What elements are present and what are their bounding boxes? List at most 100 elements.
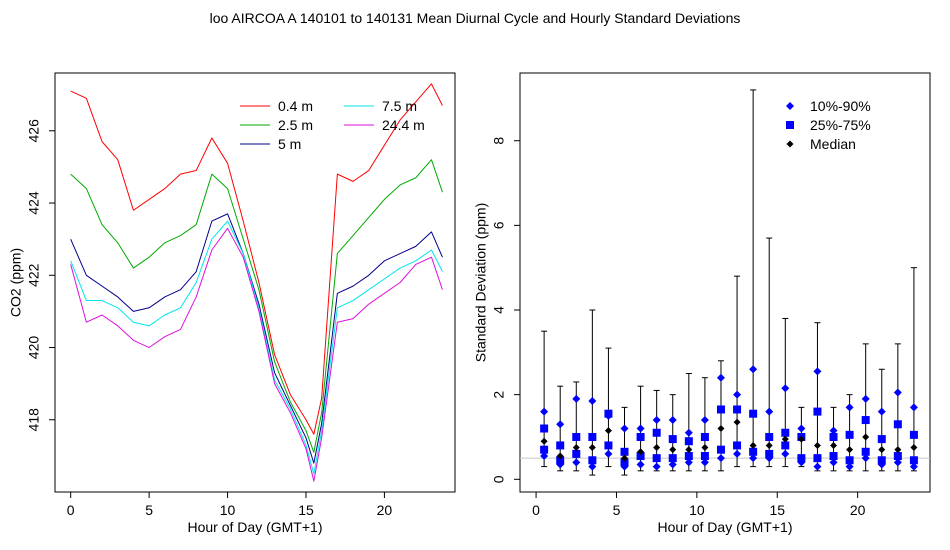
p75-marker — [652, 428, 661, 437]
p75-marker — [845, 430, 854, 439]
legend-label-2: 5 m — [278, 136, 301, 152]
p75-marker — [749, 409, 758, 418]
median-marker — [588, 444, 596, 452]
p90-marker — [845, 403, 854, 412]
median-marker — [556, 452, 564, 460]
co2-mean-diurnal-panel: 0 5 10 15 20 418 420 422 424 426 Hour of Day (GMT+… — [8, 72, 456, 535]
right-y-tick-label: 2 — [491, 391, 507, 399]
median-marker — [701, 444, 709, 452]
p75-marker — [765, 432, 774, 441]
p90-marker — [556, 420, 565, 429]
p75-marker — [572, 432, 581, 441]
p25-marker — [684, 452, 693, 461]
median-marker — [781, 435, 789, 443]
median-marker — [653, 444, 661, 452]
p10-marker — [588, 462, 597, 471]
right-y-tick-label: 0 — [491, 475, 507, 483]
p90-marker — [749, 365, 758, 374]
stats-legend-label-2: Median — [810, 136, 856, 152]
left-x-tick-label: 0 — [67, 502, 75, 518]
p25-marker — [877, 456, 886, 465]
median-marker — [813, 441, 821, 449]
stats-legend-marker-2 — [786, 140, 794, 148]
p75-marker — [909, 430, 918, 439]
median-marker — [621, 454, 629, 462]
p90-marker — [829, 426, 838, 435]
legend-label-0: 0.4 m — [278, 98, 313, 114]
p25-marker — [749, 447, 758, 456]
left-y-tick-label: 424 — [26, 191, 42, 215]
legend-label-1: 2.5 m — [278, 117, 313, 133]
p25-marker — [813, 454, 822, 463]
right-x-tick-label: 0 — [532, 502, 540, 518]
p10-marker — [540, 452, 549, 461]
p10-marker — [813, 462, 822, 471]
stats-legend-label-0: 10%-90% — [810, 98, 871, 114]
stats-legend-marker-0 — [786, 102, 794, 110]
median-marker — [540, 437, 548, 445]
p10-marker — [716, 454, 725, 463]
p75-marker — [636, 432, 645, 441]
p25-marker — [572, 449, 581, 458]
stats-legend-label-1: 25%-75% — [810, 117, 871, 133]
stats-legend-marker-1 — [786, 121, 794, 129]
p90-marker — [588, 397, 597, 406]
p90-marker — [540, 407, 549, 416]
left-y-axis-label: CO2 (ppm) — [8, 248, 24, 317]
p90-marker — [797, 424, 806, 433]
p75-marker — [556, 441, 565, 450]
p10-marker — [604, 449, 613, 458]
right-y-tick-label: 6 — [491, 221, 507, 229]
p10-marker — [652, 462, 661, 471]
p25-marker — [765, 449, 774, 458]
median-marker — [749, 441, 757, 449]
median-marker — [910, 444, 918, 452]
left-x-tick-label: 15 — [298, 502, 314, 518]
p75-marker — [813, 407, 822, 416]
co2-series-line-4 — [70, 227, 443, 482]
p90-marker — [684, 428, 693, 437]
legend-label-3: 7.5 m — [382, 98, 417, 114]
p90-marker — [572, 394, 581, 403]
p90-marker — [861, 394, 870, 403]
median-marker — [830, 441, 838, 449]
p25-marker — [829, 452, 838, 461]
p90-marker — [668, 416, 677, 425]
p10-marker — [861, 454, 870, 463]
left-x-axis-label: Hour of Day (GMT+1) — [188, 519, 323, 535]
p10-marker — [684, 458, 693, 467]
median-marker — [733, 418, 741, 426]
p25-marker — [668, 454, 677, 463]
left-y-tick-label: 426 — [26, 119, 42, 143]
p10-marker — [909, 462, 918, 471]
left-y-tick-label: 420 — [26, 336, 42, 360]
right-plot-frame — [519, 72, 931, 493]
p75-marker — [620, 447, 629, 456]
p10-marker — [700, 458, 709, 467]
p75-marker — [877, 435, 886, 444]
median-marker — [669, 446, 677, 454]
p10-marker — [845, 462, 854, 471]
p25-marker — [861, 447, 870, 456]
p90-marker — [765, 407, 774, 416]
median-marker — [604, 427, 612, 435]
left-y-tick-label: 418 — [26, 408, 42, 432]
p25-marker — [781, 441, 790, 450]
p10-marker — [668, 460, 677, 469]
p75-marker — [716, 405, 725, 414]
p25-marker — [556, 456, 565, 465]
p25-marker — [620, 458, 629, 467]
right-x-axis-label: Hour of Day (GMT+1) — [658, 519, 793, 535]
right-x-tick-label: 20 — [850, 502, 866, 518]
median-marker — [846, 446, 854, 454]
co2-series-line-3 — [70, 220, 443, 475]
p25-marker — [893, 452, 902, 461]
median-marker — [685, 446, 693, 454]
median-marker — [894, 446, 902, 454]
p25-marker — [604, 441, 613, 450]
p25-marker — [588, 456, 597, 465]
right-y-tick-label: 8 — [491, 137, 507, 145]
p10-marker — [893, 458, 902, 467]
right-x-tick-label: 10 — [689, 502, 705, 518]
co2-series-line-0 — [70, 83, 443, 435]
